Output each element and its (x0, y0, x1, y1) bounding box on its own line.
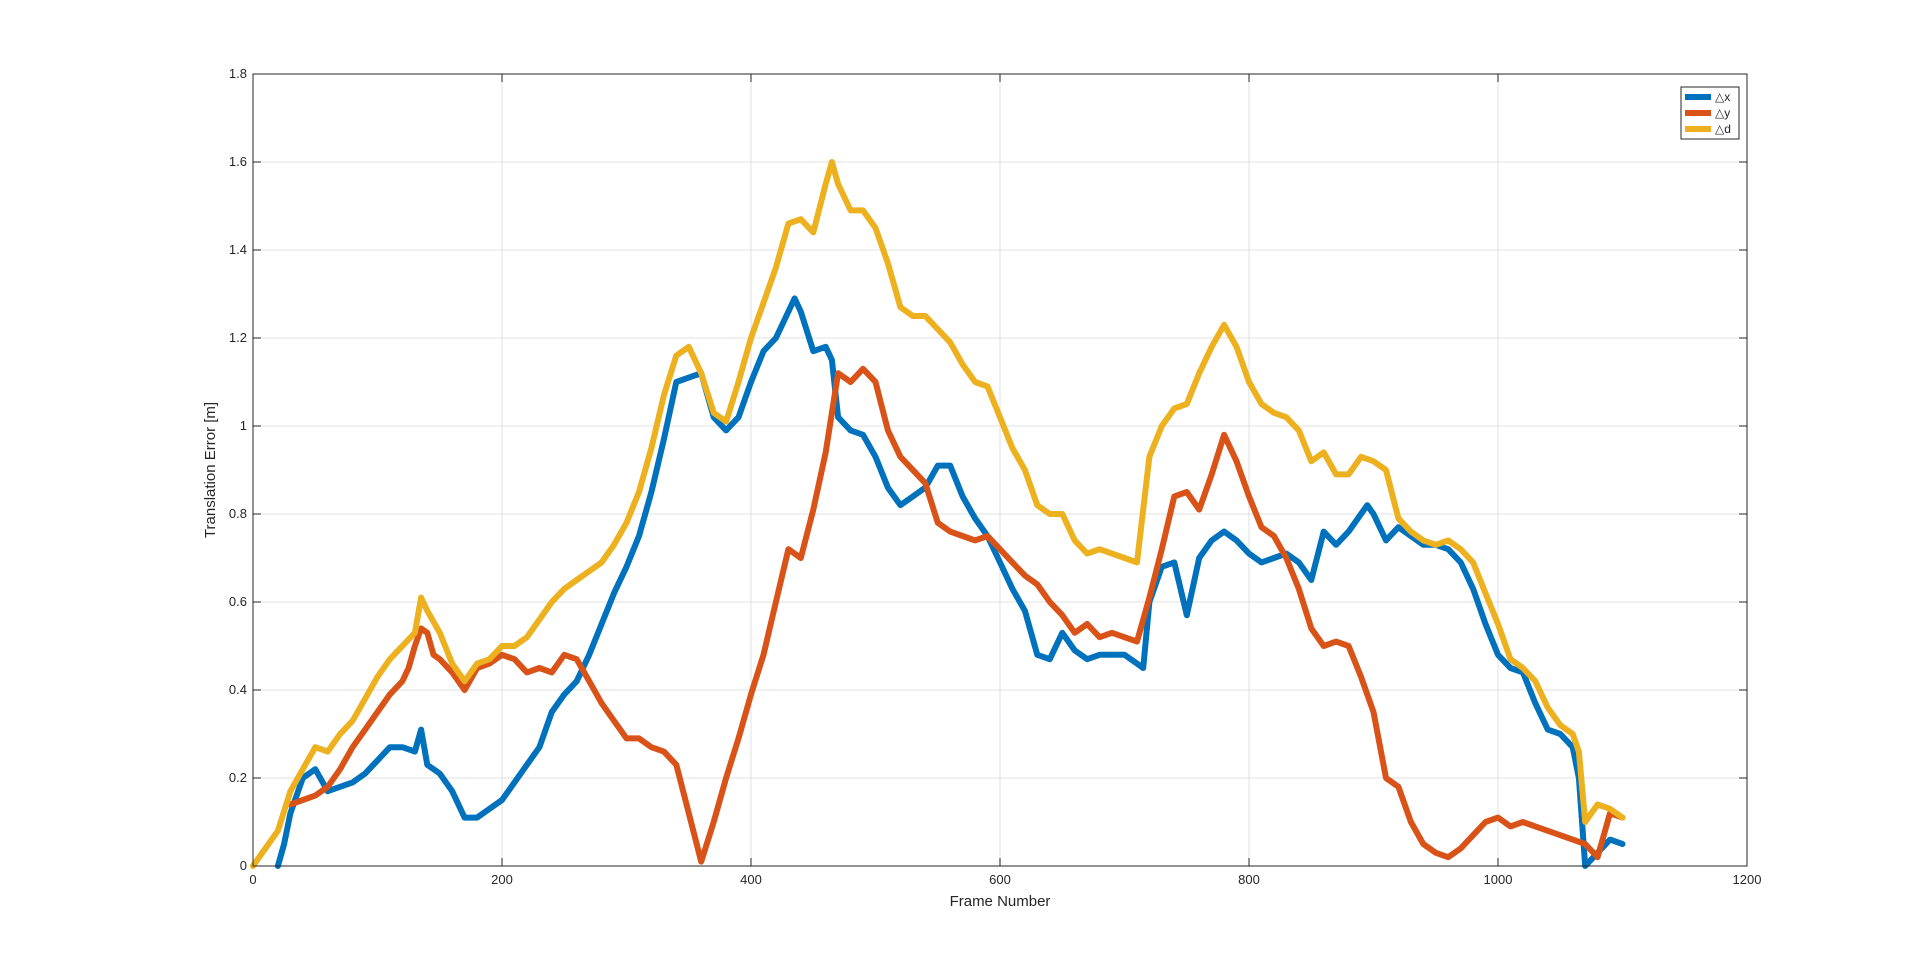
x-tick-label: 400 (740, 872, 762, 887)
legend-label: △x (1715, 90, 1730, 104)
series-line-3 (250, 159, 1626, 869)
legend-label: △d (1715, 122, 1731, 136)
series-lines (250, 159, 1626, 869)
series-line-1 (274, 295, 1626, 869)
x-tick-label: 1200 (1733, 872, 1762, 887)
x-tick-label: 1000 (1484, 872, 1513, 887)
x-tick-label: 600 (989, 872, 1011, 887)
y-tick-label: 1.4 (229, 242, 247, 257)
y-tick-label: 0.4 (229, 682, 247, 697)
y-tick-label: 0.8 (229, 506, 247, 521)
x-tick-label: 0 (249, 872, 256, 887)
legend-label: △y (1715, 106, 1730, 120)
y-axis-title: Translation Error [m] (202, 402, 219, 538)
y-tick-label: 1 (240, 418, 247, 433)
y-tick-label: 0.6 (229, 594, 247, 609)
y-tick-label: 0.2 (229, 770, 247, 785)
series-line-2 (287, 365, 1626, 865)
y-tick-label: 1.2 (229, 330, 247, 345)
y-tick-label: 1.8 (229, 66, 247, 81)
x-tick-label: 800 (1238, 872, 1260, 887)
x-axis-title: Frame Number (950, 893, 1051, 910)
y-tick-label: 0 (240, 858, 247, 873)
y-tick-label: 1.6 (229, 154, 247, 169)
legend: △x △y △d (1680, 86, 1740, 140)
axis-ticks: 0 200 400 600 800 1000 1200 0 0.2 0.4 0.6 0.8 1 1.2 1.… (229, 66, 1762, 887)
x-tick-label: 200 (491, 872, 513, 887)
